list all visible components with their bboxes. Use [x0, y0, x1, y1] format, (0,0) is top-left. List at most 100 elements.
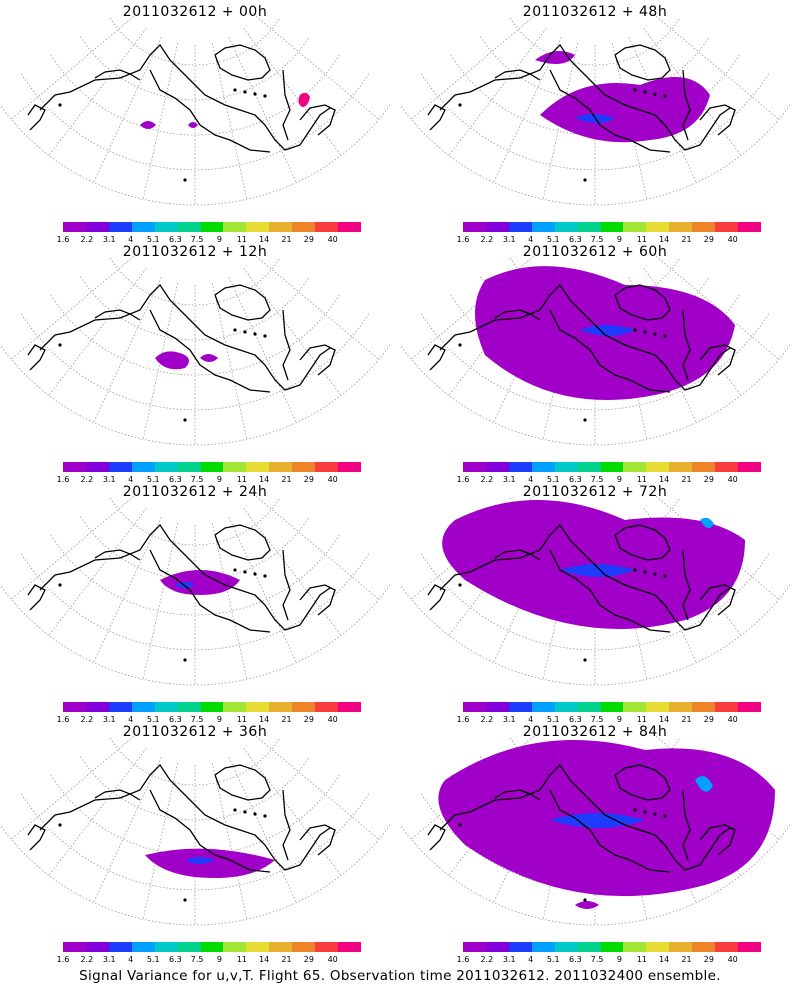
longitude-line — [611, 283, 648, 440]
longitude-line — [142, 523, 179, 680]
colorbar-label: 4 — [528, 715, 534, 724]
colorbar-label: 2.2 — [480, 955, 494, 964]
projected-map — [400, 16, 790, 206]
colorbar-label: 21 — [681, 955, 692, 964]
longitude-line — [211, 283, 248, 440]
longitude-line — [211, 43, 248, 200]
longitude-line — [410, 496, 534, 600]
colorbar-swatch — [85, 462, 109, 472]
coastline — [282, 789, 291, 861]
colorbar-label: 29 — [303, 955, 314, 964]
island — [663, 574, 667, 578]
colorbar-swatch — [177, 702, 201, 712]
colorbar-label: 9 — [216, 715, 222, 724]
colorbar-label: 21 — [281, 955, 292, 964]
colorbar-label: 1.6 — [456, 955, 470, 964]
colorbar-swatch — [131, 462, 155, 472]
longitude-line — [10, 256, 134, 360]
longitude-line — [542, 523, 579, 680]
latitude-line — [109, 497, 281, 546]
longitude-line — [93, 517, 162, 663]
coastline — [682, 549, 691, 621]
colorbar-swatch — [315, 222, 339, 232]
coastline — [299, 584, 336, 616]
longitude-line — [611, 43, 648, 200]
coastline — [299, 824, 336, 856]
colorbar-label: 3.1 — [502, 955, 516, 964]
colorbar-swatch — [508, 942, 532, 952]
projected-map — [0, 256, 390, 446]
colorbar-label: 11 — [236, 475, 247, 484]
island — [243, 570, 247, 574]
projected-map — [400, 496, 790, 686]
colorbar-label: 11 — [236, 235, 247, 244]
island — [458, 583, 462, 587]
colorbar-swatch — [85, 942, 109, 952]
latitude-line — [509, 17, 681, 66]
coastline — [94, 789, 141, 801]
longitude-line — [48, 508, 147, 636]
colorbar-label: 6.3 — [168, 235, 182, 244]
island — [58, 823, 62, 827]
colorbar-swatch — [177, 942, 201, 952]
island — [653, 92, 657, 96]
colorbar-labels: 1.6 2.2 3.1 4 5.1 6.3 7.5 9 11 14 21 29 40 — [457, 955, 761, 965]
colorbar-label: 4 — [528, 475, 534, 484]
colorbar — [63, 942, 361, 952]
variance-area — [298, 92, 310, 107]
island — [633, 328, 637, 332]
longitude-line — [48, 28, 147, 156]
colorbar-label: 6.3 — [568, 235, 582, 244]
coastline — [427, 344, 446, 371]
island — [58, 343, 62, 347]
colorbar-swatch — [246, 702, 270, 712]
colorbar-swatch — [554, 462, 578, 472]
longitude-line — [93, 37, 162, 183]
coastline — [614, 764, 671, 801]
variance-area — [700, 517, 714, 529]
colorbar-swatch — [646, 222, 670, 232]
colorbar-label: 9 — [216, 235, 222, 244]
coastline — [149, 309, 271, 393]
colorbar-label: 29 — [703, 955, 714, 964]
map-panel: 2011032612 + 48h 1.6 2.2 3.1 4 5.1 6.3 7.5 9 11 14… — [400, 0, 790, 244]
colorbar-label: 3.1 — [102, 235, 116, 244]
colorbar-swatch — [692, 942, 716, 952]
longitude-line — [243, 748, 342, 876]
colorbar-swatch — [269, 942, 293, 952]
latitude-line — [80, 276, 310, 341]
colorbar-label: 6.3 — [568, 955, 582, 964]
longitude-line — [48, 268, 147, 396]
coastline — [149, 549, 271, 633]
coastline — [282, 309, 291, 381]
colorbar-label: 9 — [616, 955, 622, 964]
island — [653, 572, 657, 576]
colorbar-label: 40 — [327, 235, 338, 244]
panel-title: 2011032612 + 24h — [122, 484, 268, 500]
colorbar-swatch — [292, 942, 316, 952]
colorbar-swatch — [600, 702, 624, 712]
colorbar-label: 14 — [659, 955, 670, 964]
island — [583, 898, 587, 902]
island — [663, 334, 667, 338]
colorbar-label: 4 — [128, 955, 134, 964]
colorbar-label: 3.1 — [102, 955, 116, 964]
longitude-line — [93, 757, 162, 903]
longitude-line — [228, 757, 297, 903]
colorbar-label: 3.1 — [102, 475, 116, 484]
colorbar-label: 2.2 — [80, 955, 94, 964]
coastline — [439, 43, 731, 151]
colorbar-label: 2.2 — [480, 235, 494, 244]
longitude-line — [611, 523, 648, 680]
longitude-line — [243, 508, 342, 636]
colorbar-swatch — [292, 222, 316, 232]
colorbar-label: 5.1 — [546, 235, 560, 244]
colorbar-label: 4 — [128, 475, 134, 484]
colorbar-label: 4 — [528, 955, 534, 964]
colorbar-swatch — [623, 702, 647, 712]
colorbar-swatch — [554, 222, 578, 232]
colorbar-swatch — [692, 702, 716, 712]
longitude-line — [656, 16, 780, 120]
colorbar-swatch — [463, 222, 486, 232]
colorbar-label: 9 — [216, 475, 222, 484]
